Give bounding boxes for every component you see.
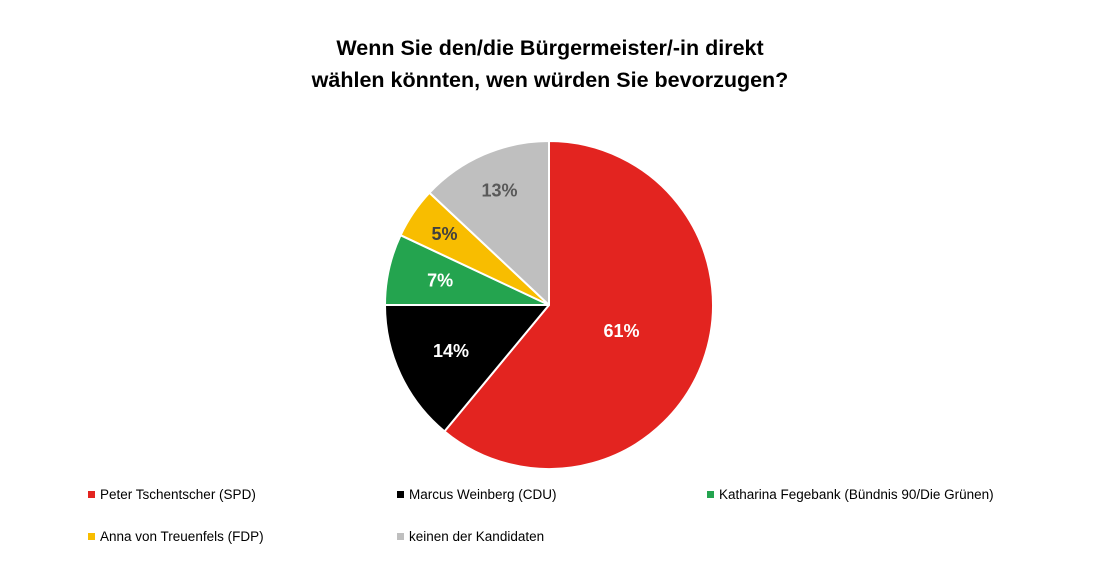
legend-marker bbox=[707, 490, 714, 498]
data-label: 5% bbox=[432, 224, 458, 244]
pie-data-labels: 61% 14% 7% 5% 13% bbox=[427, 181, 639, 361]
legend-marker bbox=[88, 490, 95, 498]
pie-slices bbox=[384, 140, 714, 470]
legend-item: Marcus Weinberg (CDU) bbox=[397, 485, 707, 503]
pie-slice bbox=[384, 304, 550, 433]
legend-marker bbox=[397, 532, 404, 540]
legend-item: Anna von Treuenfels (FDP) bbox=[88, 527, 397, 545]
legend-marker bbox=[88, 532, 95, 540]
data-label: 61% bbox=[604, 321, 640, 341]
legend-label: Katharina Fegebank (Bündnis 90/Die Grüne… bbox=[719, 486, 994, 502]
legend-label: keinen der Kandidaten bbox=[409, 528, 545, 544]
pie-slice bbox=[443, 140, 714, 470]
data-label: 13% bbox=[481, 181, 517, 201]
legend-marker bbox=[397, 490, 404, 498]
legend-label: Peter Tschentscher (SPD) bbox=[100, 486, 256, 502]
legend-item: Katharina Fegebank (Bündnis 90/Die Grüne… bbox=[707, 485, 994, 503]
legend-item: keinen der Kandidaten bbox=[397, 527, 707, 545]
legend-label: Anna von Treuenfels (FDP) bbox=[100, 528, 264, 544]
chart-title: Wenn Sie den/die Bürgermeister/-in direk… bbox=[0, 32, 1100, 96]
pie-slice bbox=[428, 140, 550, 306]
data-label: 7% bbox=[427, 271, 453, 291]
chart-title-line: Wenn Sie den/die Bürgermeister/-in direk… bbox=[336, 36, 764, 60]
legend: Peter Tschentscher (SPD) Marcus Weinberg … bbox=[88, 485, 994, 545]
data-label: 14% bbox=[433, 341, 469, 361]
chart-title-line: wählen könnten, wen würden Sie bevorzuge… bbox=[311, 68, 789, 92]
legend-item: Peter Tschentscher (SPD) bbox=[88, 485, 397, 503]
legend-label: Marcus Weinberg (CDU) bbox=[409, 486, 557, 502]
